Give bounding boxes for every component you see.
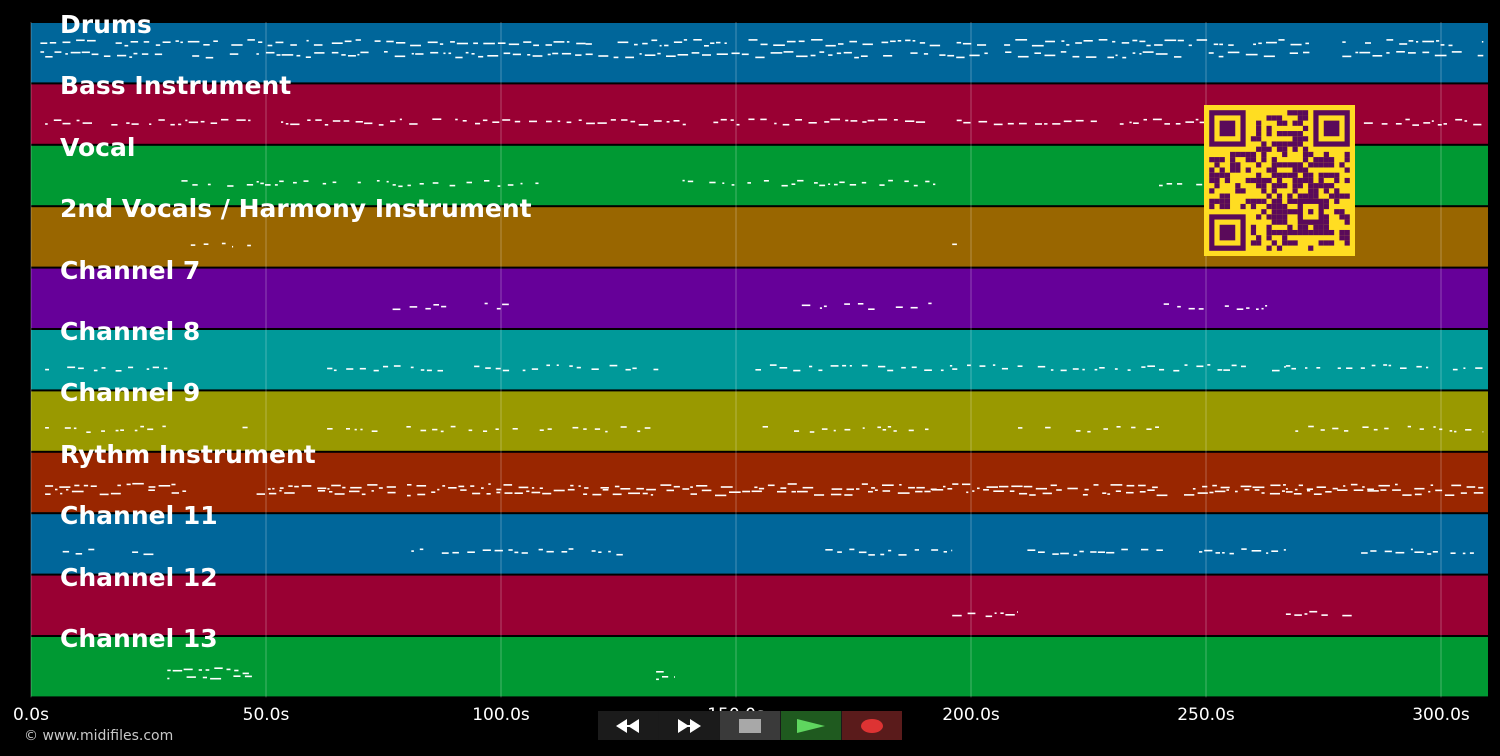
note-group-4-1 [190,242,234,248]
track-lane-9 [31,514,1488,574]
note-group-5-2 [484,302,509,310]
note-group-9-1 [62,548,154,556]
note-group-8-1 [45,482,187,496]
note-group-11-2 [656,671,675,681]
track-lane-7 [31,391,1488,451]
note-group-7-1 [45,425,166,433]
note-group-6-3 [327,364,659,372]
note-group-3-3 [682,179,936,187]
note-group-6-6 [1285,364,1483,371]
track-label-1: Drums [60,10,152,39]
stop-icon [739,718,761,733]
note-group-1-3 [585,39,1192,59]
fast-forward-button[interactable] [659,711,719,740]
note-group-1-2 [331,39,586,59]
note-group-8-4 [952,483,1286,497]
stop-button[interactable] [720,711,780,740]
track-lane-8 [31,452,1488,513]
rewind-button[interactable] [598,711,658,740]
tick-label-2: 50.0s [242,705,290,725]
note-group-9-3 [538,548,623,556]
note-group-3-1 [181,180,254,187]
note-group-5-1 [392,304,447,311]
track-label-3: Vocal [60,132,136,162]
note-group-5-6 [1224,305,1268,310]
note-group-7-6 [1295,425,1484,433]
tick-label-3: 100.0s [472,705,530,725]
tick-label-1: 0.0s [13,705,49,725]
note-group-1-4 [1196,39,1310,58]
note-group-6-1 [45,366,168,372]
track-label-9: Channel 11 [60,501,218,531]
note-group-4-3 [952,243,957,246]
track-lane-5 [31,268,1488,328]
track-label-7: Channel 9 [60,378,201,408]
note-group-11-1 [167,667,252,680]
note-group-3-2 [256,180,539,188]
note-group-9-4 [825,548,953,556]
track-label-10: Channel 12 [60,562,218,592]
note-group-6-5 [952,364,1286,372]
track-label-8: Rythm Instrument [60,439,316,469]
note-group-7-5 [1018,426,1159,433]
track-label-4: 2nd Vocals / Harmony Instrument [60,194,532,224]
record-button[interactable] [842,711,902,740]
note-group-2-1 [45,118,1482,126]
play-button[interactable] [781,711,841,740]
note-group-7-3 [327,425,651,433]
track-label-2: Bass Instrument [60,71,292,101]
track-lane-11 [31,637,1488,697]
note-group-5-4 [895,302,932,309]
rewind-icon [616,718,639,733]
track-lane-6 [31,330,1488,390]
copyright-text: © www.midifiles.com [24,728,174,744]
fast-forward-icon [678,718,701,733]
track-label-5: Channel 7 [60,255,201,285]
note-group-10-1 [952,611,1018,618]
note-group-1-1 [40,39,325,59]
qr-code-icon [1204,105,1355,256]
note-group-9-2 [411,548,528,554]
note-group-8-5 [1285,483,1484,496]
note-group-8-3 [407,483,953,497]
note-group-8-2 [256,484,396,496]
note-group-10-2 [1285,610,1352,617]
note-group-9-5 [1027,548,1286,556]
note-group-9-6 [1361,548,1474,555]
note-group-5-5 [1163,303,1204,310]
track-label-11: Channel 13 [60,624,218,653]
note-group-6-4 [755,364,953,372]
play-icon [797,718,825,733]
tick-label-7: 300.0s [1412,705,1470,725]
track-lane-10 [31,575,1488,635]
note-group-7-2 [242,426,248,429]
transport-controls [598,711,902,740]
record-icon [861,718,883,733]
track-label-6: Channel 8 [60,317,201,346]
note-group-5-3 [801,303,875,310]
note-group-7-4 [762,426,929,433]
note-group-1-5 [1342,39,1484,58]
note-group-3-4 [1159,183,1203,187]
tick-label-6: 250.0s [1177,705,1235,725]
note-group-4-2 [247,244,251,247]
tick-label-5: 200.0s [942,705,1000,725]
